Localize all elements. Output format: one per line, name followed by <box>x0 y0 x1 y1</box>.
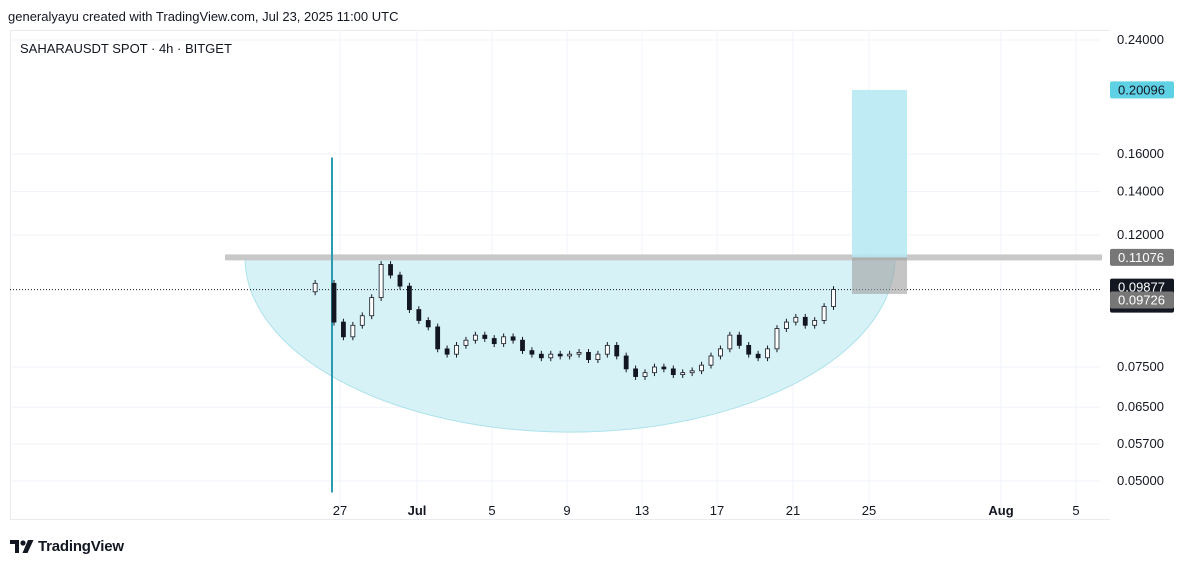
candles <box>312 157 836 493</box>
candle-up <box>359 315 365 326</box>
candle-up <box>501 336 507 345</box>
candle-up <box>765 348 770 359</box>
candle-down <box>614 344 620 357</box>
candle-up <box>708 355 714 366</box>
candle-down <box>444 348 450 355</box>
candle-down <box>425 320 431 328</box>
candle-up <box>369 297 375 317</box>
candle-up <box>821 306 827 321</box>
candle-up <box>774 328 780 350</box>
y-tick-label: 0.05000 <box>1117 473 1164 488</box>
candle-down <box>802 316 808 326</box>
candle-down <box>623 355 629 370</box>
candle-up <box>378 264 384 299</box>
x-tick-label: 21 <box>786 503 800 518</box>
price-tag-label: 0.20096 <box>1118 82 1165 97</box>
candle-down <box>746 344 752 355</box>
candle-up <box>642 372 648 377</box>
candle-down <box>406 285 412 310</box>
candle-down <box>388 264 393 276</box>
chart-author-caption: generalyayu created with TradingView.com… <box>8 9 399 24</box>
candle-up <box>595 353 601 361</box>
candle-up <box>727 334 733 350</box>
target-zone-overlay <box>852 89 907 294</box>
candle-up <box>652 366 657 374</box>
candle-up <box>454 344 459 355</box>
candle-up <box>576 351 582 355</box>
candle-up <box>472 334 478 341</box>
candle-up <box>718 348 723 357</box>
cup-shape <box>244 256 896 433</box>
y-tick-label: 0.24000 <box>1117 32 1164 47</box>
candle-down <box>510 336 516 341</box>
x-tick-label: Aug <box>988 503 1013 518</box>
price-tag-label: 0.09726 <box>1118 292 1165 307</box>
candle-down <box>331 282 337 323</box>
x-tick-label: 13 <box>635 503 649 518</box>
candle-down <box>755 353 761 359</box>
x-tick-label: 9 <box>563 503 570 518</box>
x-tick-label: 27 <box>333 503 347 518</box>
cup-pattern-overlay <box>10 254 1102 433</box>
tradingview-logo[interactable]: TradingView <box>10 538 124 555</box>
axes: 0.24000 0.16000 0.14000 0.12000 0.07500 0.065… <box>333 32 1164 518</box>
candle-down <box>633 368 638 377</box>
candle-down <box>482 334 488 339</box>
y-tick-label: 0.07500 <box>1117 359 1164 374</box>
price-tag-label: 0.09877 <box>1118 280 1165 295</box>
candle-up <box>680 372 686 376</box>
candle-down <box>491 338 497 345</box>
tradingview-brand-text: TradingView <box>38 538 124 555</box>
candle-up <box>604 344 610 355</box>
y-tick-label: 0.12000 <box>1117 227 1164 242</box>
candle-up <box>548 353 554 359</box>
candle-down <box>341 321 346 338</box>
x-tick-label: 25 <box>862 503 876 518</box>
y-tick-label: 0.05700 <box>1117 436 1164 451</box>
candle-down <box>538 353 544 359</box>
candle-up <box>463 339 469 346</box>
price-tag-bg <box>1110 81 1174 99</box>
y-tick-label: 0.16000 <box>1117 146 1164 161</box>
candle-up <box>699 364 704 372</box>
candle-up <box>567 353 573 357</box>
price-tag-label: 0.11076 <box>1118 250 1164 265</box>
x-tick-label: 5 <box>1072 503 1079 518</box>
candle-down <box>736 334 742 346</box>
candle-down <box>397 274 403 287</box>
candle-down <box>520 339 525 352</box>
x-tick-label: 17 <box>710 503 724 518</box>
chart-panel[interactable] <box>10 30 1110 520</box>
candle-down <box>435 326 441 350</box>
price-tag-bg <box>1110 248 1174 266</box>
candle-up <box>812 320 818 326</box>
candle-down <box>661 366 667 370</box>
tradingview-logo-icon <box>10 540 34 553</box>
candle-down <box>529 350 535 355</box>
candle-down <box>557 353 563 357</box>
candle-down <box>416 309 422 321</box>
candle-up <box>689 370 695 374</box>
y-tick-label: 0.14000 <box>1117 184 1164 199</box>
candle-up <box>793 316 799 323</box>
x-tick-label: 5 <box>488 503 495 518</box>
candle-down <box>670 368 676 376</box>
candle-up <box>831 289 836 307</box>
price-tag-bg <box>1110 291 1174 309</box>
x-tick-label: Jul <box>408 503 427 518</box>
candle-down <box>586 351 591 361</box>
target-zone <box>852 89 907 258</box>
candle-up <box>312 282 318 293</box>
resistance-line <box>225 254 1102 261</box>
y-tick-label: 0.06500 <box>1117 399 1164 414</box>
candle-up <box>350 324 356 338</box>
chart-title: SAHARAUSDT SPOT · 4h · BITGET <box>20 41 232 56</box>
candle-up <box>784 321 789 329</box>
stop-zone <box>852 257 907 294</box>
